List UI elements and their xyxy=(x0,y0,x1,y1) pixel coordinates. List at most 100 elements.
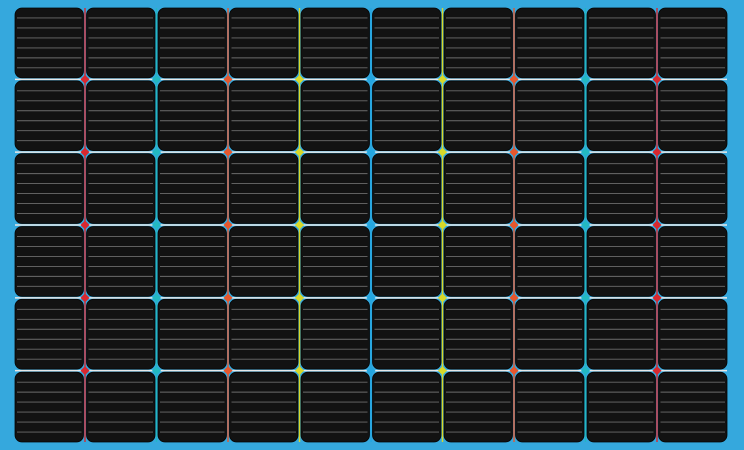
junction-marker xyxy=(509,74,519,84)
solar-cell xyxy=(14,226,84,297)
solar-cell xyxy=(14,153,84,224)
solar-cell xyxy=(443,80,513,152)
solar-cell xyxy=(229,7,299,79)
junction-marker xyxy=(80,74,90,84)
solar-cell xyxy=(86,226,156,297)
solar-cell xyxy=(157,80,227,152)
solar-cell xyxy=(157,7,227,79)
junction-marker xyxy=(295,293,304,303)
junction-marker xyxy=(295,366,304,376)
solar-cell xyxy=(229,153,299,224)
solar-cell xyxy=(443,153,513,224)
solar-cell xyxy=(372,298,442,370)
junction-marker xyxy=(509,293,519,303)
solar-cell xyxy=(229,298,299,370)
junction-marker xyxy=(152,293,161,303)
solar-cell xyxy=(14,80,84,152)
junction-marker xyxy=(223,366,233,376)
solar-cell xyxy=(157,298,227,370)
junction-marker xyxy=(509,220,519,230)
solar-cell xyxy=(157,153,227,224)
solar-cell xyxy=(86,298,156,370)
junction-marker xyxy=(80,220,90,230)
solar-cell xyxy=(515,80,585,152)
junction-marker xyxy=(438,366,447,376)
junction-marker xyxy=(223,293,233,303)
junction-marker xyxy=(223,147,233,157)
junction-marker xyxy=(223,220,233,230)
solar-cell xyxy=(86,7,156,79)
junction-marker xyxy=(509,147,519,157)
solar-cell xyxy=(86,153,156,224)
junction-marker xyxy=(152,220,161,230)
solar-cell xyxy=(229,80,299,152)
solar-cell xyxy=(14,7,84,79)
solar-cell xyxy=(443,7,513,79)
solar-cell xyxy=(658,153,728,224)
junction-marker xyxy=(366,293,376,303)
solar-cell xyxy=(443,226,513,297)
junction-marker xyxy=(223,74,233,84)
junction-marker xyxy=(652,220,662,230)
junction-marker xyxy=(652,293,662,303)
solar-cell xyxy=(586,7,656,79)
junction-marker xyxy=(80,366,90,376)
junction-marker xyxy=(438,220,447,230)
solar-cell xyxy=(300,80,370,152)
solar-cell xyxy=(300,153,370,224)
solar-cell xyxy=(372,80,442,152)
solar-cell xyxy=(14,298,84,370)
junction-marker xyxy=(80,293,90,303)
solar-cell xyxy=(658,371,728,443)
solar-cell xyxy=(515,153,585,224)
junction-marker xyxy=(366,74,376,84)
junction-marker xyxy=(438,74,447,84)
solar-cell xyxy=(86,371,156,443)
junction-marker xyxy=(438,147,447,157)
junction-marker xyxy=(509,366,519,376)
solar-cell xyxy=(372,7,442,79)
junction-marker xyxy=(581,366,590,376)
solar-cell xyxy=(586,371,656,443)
solar-cell xyxy=(443,298,513,370)
junction-marker xyxy=(652,74,662,84)
solar-cell xyxy=(14,371,84,443)
junction-marker xyxy=(295,74,304,84)
junction-marker xyxy=(366,220,376,230)
solar-cell xyxy=(443,371,513,443)
solar-cell xyxy=(372,153,442,224)
solar-cell xyxy=(300,226,370,297)
solar-cell xyxy=(372,371,442,443)
junction-marker xyxy=(80,147,90,157)
solar-cell xyxy=(157,226,227,297)
solar-cell xyxy=(300,371,370,443)
solar-cell xyxy=(586,226,656,297)
junction-marker xyxy=(295,220,304,230)
solar-cell xyxy=(229,371,299,443)
solar-cell xyxy=(157,371,227,443)
solar-cell xyxy=(515,7,585,79)
solar-cell xyxy=(515,298,585,370)
junction-marker xyxy=(366,147,376,157)
solar-cell xyxy=(586,80,656,152)
junction-marker xyxy=(581,74,590,84)
solar-cell xyxy=(658,226,728,297)
solar-cell xyxy=(586,153,656,224)
solar-cell xyxy=(300,298,370,370)
solar-cell xyxy=(86,80,156,152)
junction-marker xyxy=(581,220,590,230)
junction-marker xyxy=(152,147,161,157)
junction-marker xyxy=(581,147,590,157)
solar-cell xyxy=(515,371,585,443)
cell-grid xyxy=(14,7,728,443)
solar-cell xyxy=(372,226,442,297)
solar-cell xyxy=(300,7,370,79)
solar-cell xyxy=(658,7,728,79)
junction-markers xyxy=(80,74,662,376)
junction-marker xyxy=(366,366,376,376)
junction-marker xyxy=(652,366,662,376)
junction-marker xyxy=(152,366,161,376)
junction-marker xyxy=(652,147,662,157)
